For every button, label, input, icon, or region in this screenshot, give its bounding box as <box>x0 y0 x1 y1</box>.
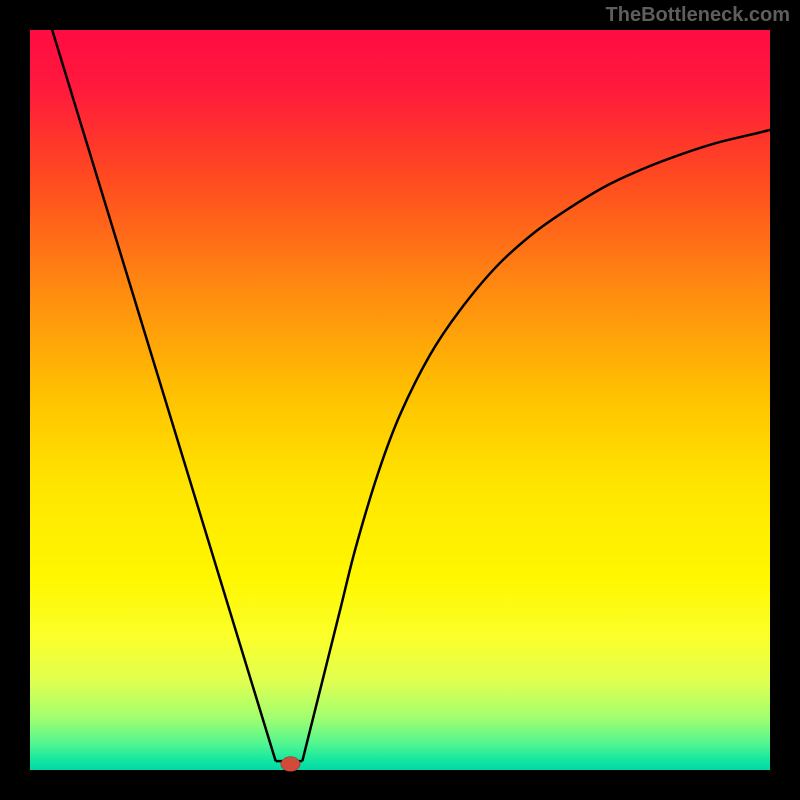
chart-plot-area <box>30 30 770 770</box>
bottleneck-chart <box>0 0 800 800</box>
valley-marker <box>281 757 300 772</box>
watermark-text: TheBottleneck.com <box>606 4 790 27</box>
chart-container: { "chart": { "type": "line", "watermark"… <box>0 0 800 800</box>
